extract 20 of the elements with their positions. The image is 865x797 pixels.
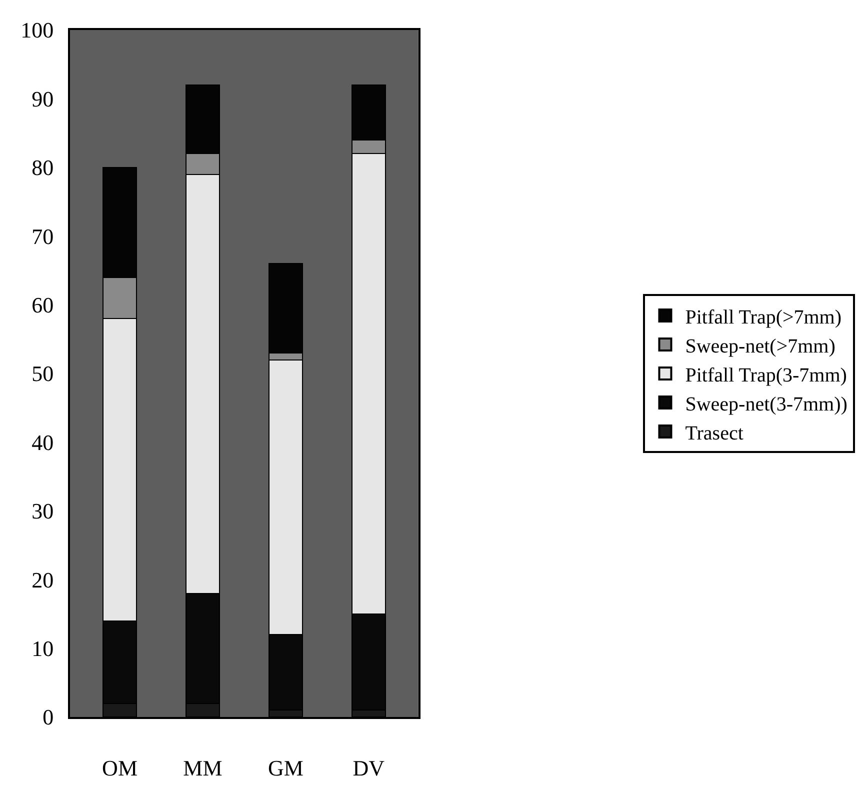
y-tick-label: 100 <box>20 18 54 43</box>
x-tick-label: GM <box>268 755 304 780</box>
x-tick-label: OM <box>102 755 138 780</box>
legend-label: Sweep-net(>7mm) <box>685 335 836 358</box>
y-tick-label: 40 <box>32 430 54 455</box>
legend-label: Pitfall Trap(3-7mm) <box>685 364 847 386</box>
y-tick-label: 80 <box>32 155 54 180</box>
y-tick-label: 10 <box>32 636 54 661</box>
legend-label: Sweep-net(3-7mm)) <box>685 393 848 416</box>
y-tick-label: 0 <box>42 704 54 730</box>
y-tick-label: 30 <box>32 498 54 524</box>
legend-label: Trasect <box>685 422 744 444</box>
y-tick-label: 60 <box>32 292 54 318</box>
x-tick-label: MM <box>183 755 222 780</box>
x-tick-label: DV <box>352 755 385 780</box>
y-tick-label: 90 <box>32 86 54 112</box>
y-tick-label: 70 <box>32 224 54 249</box>
legend-label: Pitfall Trap(>7mm) <box>685 306 842 328</box>
y-tick-label: 20 <box>32 567 54 592</box>
y-tick-label: 50 <box>32 361 54 386</box>
